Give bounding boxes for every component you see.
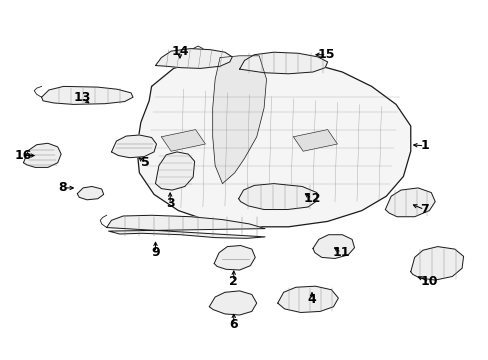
Polygon shape: [209, 291, 256, 315]
Polygon shape: [77, 186, 103, 200]
Text: 13: 13: [73, 91, 91, 104]
Polygon shape: [214, 246, 255, 270]
Polygon shape: [137, 56, 410, 227]
Polygon shape: [385, 188, 434, 217]
Text: 11: 11: [332, 246, 349, 259]
Text: 1: 1: [419, 139, 428, 152]
Polygon shape: [238, 184, 316, 210]
Text: 10: 10: [420, 275, 437, 288]
Polygon shape: [41, 86, 133, 104]
Polygon shape: [212, 56, 266, 184]
Text: 15: 15: [317, 48, 335, 61]
Polygon shape: [161, 130, 205, 151]
Text: 12: 12: [303, 192, 320, 205]
Text: 9: 9: [151, 246, 160, 259]
Text: 8: 8: [58, 181, 67, 194]
Polygon shape: [293, 130, 337, 151]
Text: 16: 16: [15, 149, 32, 162]
Polygon shape: [277, 286, 338, 312]
Polygon shape: [23, 143, 61, 167]
Text: 3: 3: [165, 197, 174, 210]
Polygon shape: [106, 215, 264, 238]
Polygon shape: [155, 49, 232, 68]
Text: 7: 7: [419, 203, 428, 216]
Text: 6: 6: [229, 318, 238, 331]
Polygon shape: [239, 52, 327, 74]
Text: 14: 14: [171, 45, 188, 58]
Polygon shape: [111, 135, 156, 158]
Polygon shape: [155, 152, 194, 190]
Text: 4: 4: [307, 293, 316, 306]
Text: 2: 2: [229, 275, 238, 288]
Polygon shape: [410, 247, 463, 280]
Polygon shape: [312, 235, 354, 258]
Text: 5: 5: [141, 156, 150, 169]
